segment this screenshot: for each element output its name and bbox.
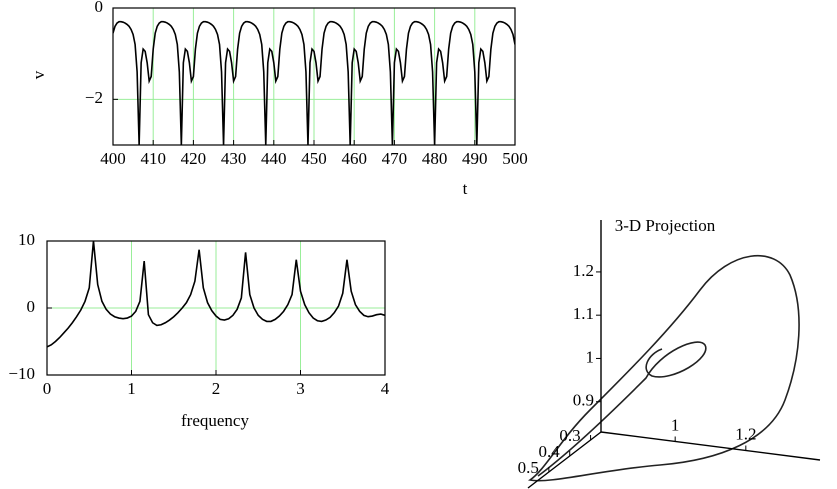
y-tick-label: 0.4 bbox=[538, 442, 560, 461]
y-tick-label: 0.3 bbox=[559, 426, 580, 445]
x-tick-label: 440 bbox=[261, 149, 287, 168]
x-tick-label: 420 bbox=[181, 149, 207, 168]
z-tick-label: 1.2 bbox=[573, 261, 594, 280]
x-tick-label: 500 bbox=[502, 149, 528, 168]
y-tick-label: 0 bbox=[95, 0, 104, 16]
y-tick-label: −10 bbox=[8, 364, 35, 383]
x-tick-label: 2 bbox=[212, 379, 221, 398]
x-tick-label: 3 bbox=[296, 379, 305, 398]
x-tick-label: 1 bbox=[127, 379, 136, 398]
data-line bbox=[113, 20, 515, 145]
x-axis-label: frequency bbox=[181, 411, 249, 430]
x-tick-label: 400 bbox=[100, 149, 126, 168]
x-tick-label: 430 bbox=[221, 149, 247, 168]
x-tick-label: 1.2 bbox=[735, 424, 756, 443]
y-tick-label: −2 bbox=[85, 88, 103, 107]
y-tick-label: 0.5 bbox=[518, 458, 539, 477]
x-tick-label: 1 bbox=[671, 415, 680, 434]
x-axis bbox=[600, 431, 821, 461]
z-tick-label: 0.9 bbox=[573, 391, 594, 410]
x-tick-label: 490 bbox=[462, 149, 488, 168]
plot-frame bbox=[46, 240, 386, 376]
x-tick-label: 410 bbox=[140, 149, 166, 168]
y-axis bbox=[527, 431, 602, 489]
trajectory bbox=[527, 254, 800, 482]
x-tick-label: 470 bbox=[382, 149, 408, 168]
z-tick-label: 1.1 bbox=[573, 304, 594, 323]
x-tick-label: 480 bbox=[422, 149, 448, 168]
y-tick-label: 10 bbox=[18, 230, 35, 249]
data-line bbox=[47, 241, 385, 348]
projection-title: 3-D Projection bbox=[615, 216, 716, 235]
x-tick-label: 4 bbox=[381, 379, 390, 398]
x-tick-label: 0 bbox=[43, 379, 52, 398]
x-tick-label: 460 bbox=[341, 149, 367, 168]
y-tick-label: 0 bbox=[27, 297, 36, 316]
x-tick-label: 450 bbox=[301, 149, 327, 168]
x-axis-label: t bbox=[463, 179, 468, 198]
plot-frame bbox=[112, 7, 516, 146]
y-axis-label: v bbox=[29, 70, 48, 79]
z-tick-label: 1 bbox=[586, 347, 595, 366]
